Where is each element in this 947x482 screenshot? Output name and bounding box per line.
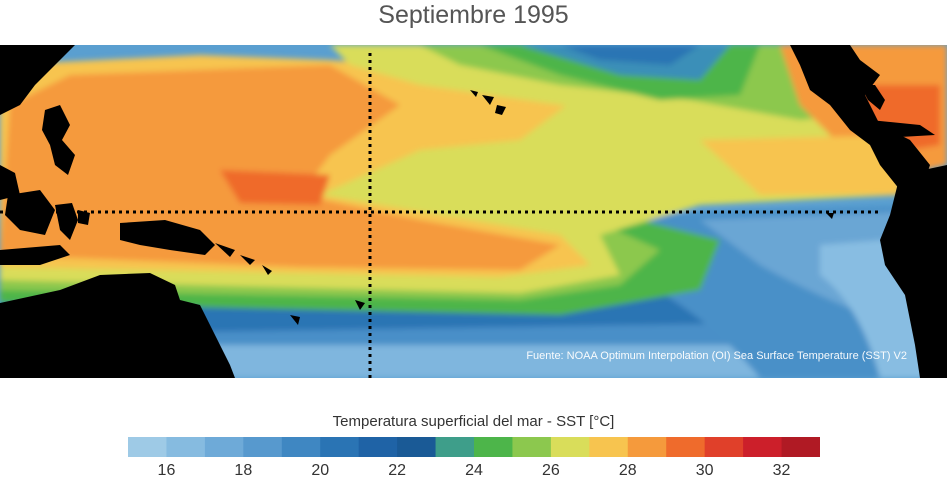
- colorbar-segment: [627, 437, 667, 457]
- colorbar-tick-label: 32: [772, 462, 791, 479]
- colorbar-segment: [204, 437, 244, 457]
- colorbar-tick-label: 16: [157, 462, 176, 479]
- colorbar-segment: [397, 437, 437, 457]
- colorbar-segment: [474, 437, 514, 457]
- colorbar-segment: [166, 437, 206, 457]
- colorbar-tick-label: 22: [388, 462, 407, 479]
- colorbar-segment: [666, 437, 706, 457]
- colorbar-tick-label: 18: [234, 462, 253, 479]
- colorbar-segment: [435, 437, 475, 457]
- colorbar-title: Temperatura superficial del mar - SST [°…: [332, 413, 615, 430]
- colorbar-segment: [128, 437, 168, 457]
- colorbar-tick-label: 30: [695, 462, 714, 479]
- colorbar-segment: [589, 437, 629, 457]
- colorbar: [128, 437, 820, 457]
- colorbar-segment: [550, 437, 590, 457]
- colorbar-segment: [781, 437, 820, 457]
- colorbar-segment: [512, 437, 552, 457]
- colorbar-segment: [358, 437, 398, 457]
- data-source-note: Fuente: NOAA Optimum Interpolation (OI) …: [526, 350, 907, 362]
- colorbar-tick-label: 28: [618, 462, 637, 479]
- colorbar-ticks: 16 18 20 22 24 26 28 30 32: [0, 462, 947, 482]
- colorbar-segment: [320, 437, 360, 457]
- colorbar-tick-label: 24: [465, 462, 483, 479]
- chart-title: Septiembre 1995: [378, 1, 569, 29]
- colorbar-segment: [243, 437, 283, 457]
- colorbar-segment: [281, 437, 321, 457]
- colorbar-segment: [704, 437, 744, 457]
- land-masses: [0, 45, 947, 378]
- sst-map: [0, 45, 947, 378]
- colorbar-segment: [743, 437, 783, 457]
- colorbar-tick-label: 20: [311, 462, 330, 479]
- colorbar-tick-label: 26: [541, 462, 560, 479]
